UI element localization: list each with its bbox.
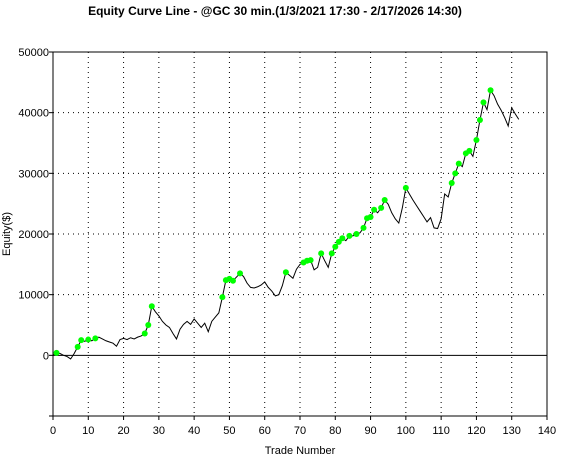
x-tick-label: 30 bbox=[153, 425, 165, 437]
x-tick-label: 70 bbox=[294, 425, 306, 437]
new-high-point bbox=[307, 257, 314, 264]
x-tick-label: 10 bbox=[82, 425, 94, 437]
x-tick-label: 90 bbox=[364, 425, 376, 437]
new-high-point bbox=[282, 269, 289, 276]
equity-series bbox=[52, 87, 520, 360]
new-high-point bbox=[466, 147, 473, 154]
new-high-point bbox=[476, 116, 483, 123]
new-high-point bbox=[473, 136, 480, 143]
y-axis-label: Equity($) bbox=[1, 212, 13, 256]
new-high-point bbox=[367, 214, 374, 221]
y-tick-label: 0 bbox=[43, 350, 49, 362]
new-high-point bbox=[346, 232, 353, 239]
new-high-point bbox=[318, 250, 325, 257]
y-tick-label: 30000 bbox=[18, 168, 49, 180]
new-high-point bbox=[448, 180, 455, 187]
new-high-point bbox=[353, 231, 360, 237]
y-tick-label: 20000 bbox=[18, 229, 49, 241]
new-high-point bbox=[339, 235, 346, 242]
chart-title: Equity Curve Line - @GC 30 min.(1/3/2021… bbox=[88, 4, 462, 18]
new-high-point bbox=[480, 99, 487, 106]
x-tick-label: 20 bbox=[117, 425, 129, 437]
x-tick-label: 130 bbox=[503, 425, 521, 437]
new-high-point bbox=[78, 337, 85, 344]
new-high-point bbox=[360, 224, 367, 231]
x-axis-label: Trade Number bbox=[265, 445, 336, 457]
x-tick-label: 0 bbox=[50, 425, 56, 437]
new-high-point bbox=[145, 322, 152, 328]
new-high-point bbox=[92, 335, 99, 342]
x-tick-label: 40 bbox=[188, 425, 200, 437]
new-high-point bbox=[219, 294, 226, 301]
y-tick-label: 40000 bbox=[18, 108, 49, 120]
new-high-point bbox=[452, 170, 459, 177]
x-tick-label: 100 bbox=[397, 425, 415, 437]
new-high-point bbox=[381, 197, 388, 204]
new-high-point bbox=[229, 277, 236, 284]
new-high-point bbox=[378, 204, 385, 211]
x-tick-label: 50 bbox=[223, 425, 235, 437]
new-high-point bbox=[487, 87, 494, 94]
x-tick-label: 140 bbox=[538, 425, 556, 437]
new-high-point bbox=[455, 160, 462, 167]
new-high-point bbox=[74, 343, 81, 350]
new-high-point bbox=[402, 184, 409, 191]
y-tick-label: 50000 bbox=[18, 47, 49, 59]
new-high-point bbox=[371, 206, 378, 213]
new-high-point bbox=[141, 330, 148, 337]
new-high-point bbox=[237, 270, 244, 277]
new-high-point bbox=[53, 349, 60, 356]
x-tick-label: 80 bbox=[329, 425, 341, 437]
new-high-point bbox=[328, 250, 335, 257]
x-tick-label: 60 bbox=[259, 425, 271, 437]
new-high-point bbox=[85, 336, 92, 343]
new-high-point bbox=[332, 243, 339, 250]
y-tick-label: 10000 bbox=[18, 290, 49, 302]
x-tick-label: 110 bbox=[432, 425, 450, 437]
grid-lines bbox=[53, 52, 547, 416]
x-tick-label: 120 bbox=[467, 425, 485, 437]
axis-ticks: 0 10 20 30 40 50 60 70 80 90 100 110 120 130 140 0 10000… bbox=[18, 47, 556, 437]
new-high-point bbox=[148, 303, 155, 310]
